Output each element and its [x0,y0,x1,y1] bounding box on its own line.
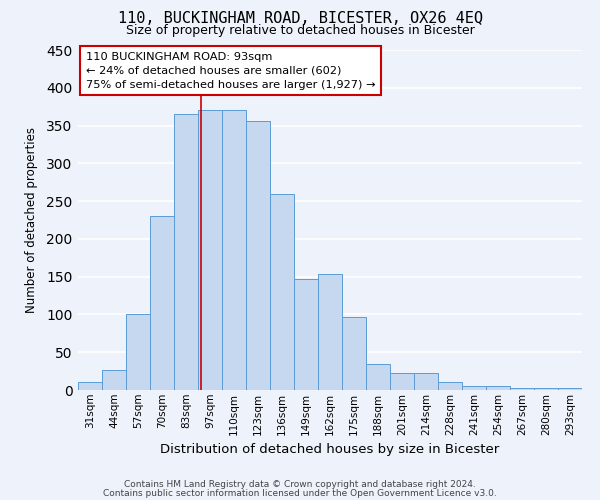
Bar [486,386,510,390]
Bar [318,274,342,390]
Bar [462,386,486,390]
Bar [102,370,126,390]
X-axis label: Distribution of detached houses by size in Bicester: Distribution of detached houses by size … [160,443,500,456]
Bar [174,114,198,390]
Bar [126,314,150,390]
Text: 110 BUCKINGHAM ROAD: 93sqm
← 24% of detached houses are smaller (602)
75% of sem: 110 BUCKINGHAM ROAD: 93sqm ← 24% of deta… [86,52,375,90]
Bar [510,388,534,390]
Text: Contains public sector information licensed under the Open Government Licence v3: Contains public sector information licen… [103,488,497,498]
Bar [438,382,462,390]
Bar [294,279,318,390]
Text: 110, BUCKINGHAM ROAD, BICESTER, OX26 4EQ: 110, BUCKINGHAM ROAD, BICESTER, OX26 4EQ [118,11,482,26]
Bar [78,382,102,390]
Y-axis label: Number of detached properties: Number of detached properties [25,127,38,313]
Text: Size of property relative to detached houses in Bicester: Size of property relative to detached ho… [125,24,475,37]
Bar [390,374,414,390]
Bar [558,388,582,390]
Bar [534,388,558,390]
Text: Contains HM Land Registry data © Crown copyright and database right 2024.: Contains HM Land Registry data © Crown c… [124,480,476,489]
Bar [150,216,174,390]
Bar [270,194,294,390]
Bar [366,364,390,390]
Bar [198,110,222,390]
Bar [342,316,366,390]
Bar [414,374,438,390]
Bar [222,110,246,390]
Bar [246,121,270,390]
